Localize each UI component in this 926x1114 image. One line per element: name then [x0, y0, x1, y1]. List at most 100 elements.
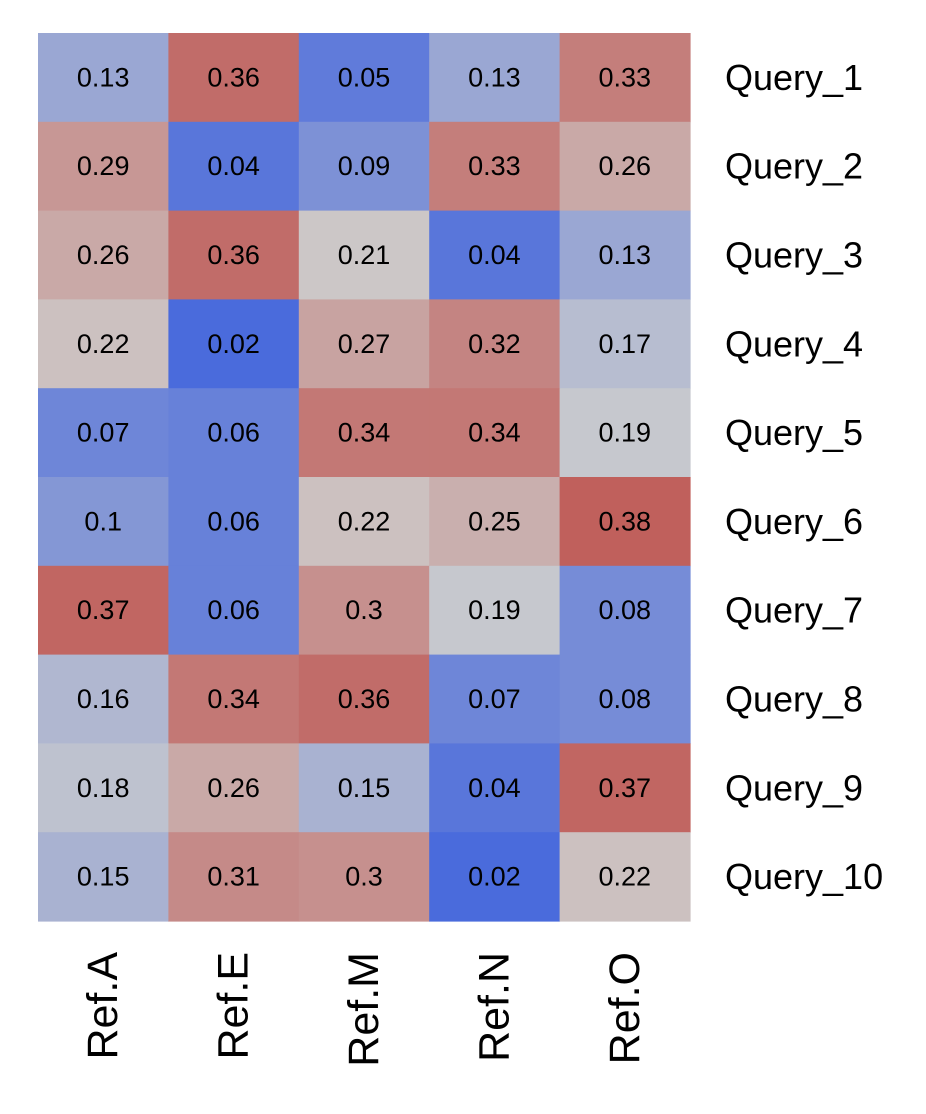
heatmap-cell-label: 0.19 [599, 418, 652, 448]
heatmap-cell-label: 0.13 [599, 240, 652, 270]
column-label: Ref.E [210, 952, 258, 1060]
heatmap-cell-Query_10-Ref.O [559, 832, 691, 922]
heatmap-cell-label: 0.17 [599, 329, 652, 359]
heatmap-cell-label: 0.27 [338, 329, 391, 359]
heatmap-cell-Query_2-Ref.E [168, 121, 300, 212]
heatmap-cell-label: 0.29 [77, 151, 130, 181]
heatmap-cell-Query_3-Ref.A [38, 210, 169, 300]
heatmap-cell-label: 0.31 [207, 862, 260, 892]
row-labels: Query_1 Query_2 Query_3 Query_4 Query_5 Query… [725, 57, 883, 897]
heatmap-cell-Query_1-Ref.N [429, 33, 561, 123]
heatmap-cell-Query_1-Ref.O [559, 33, 691, 123]
heatmap-cell-Query_9-Ref.A [38, 743, 169, 833]
column-label: Ref.M [340, 952, 388, 1067]
heatmap-cell-Query_7-Ref.E [168, 565, 300, 656]
heatmap-cell-Query_3-Ref.O [559, 210, 691, 300]
heatmap-cell-label: 0.06 [207, 418, 260, 448]
heatmap-cell-Query_5-Ref.E [168, 388, 300, 478]
heatmap-cell-label: 0.25 [468, 506, 521, 536]
heatmap-cell-Query_8-Ref.N [429, 654, 561, 744]
heatmap-cell-label: 0.07 [77, 418, 130, 448]
heatmap-cell-label: 0.09 [338, 151, 391, 181]
heatmap-cell-Query_1-Ref.M [298, 33, 430, 123]
heatmap-cell-Query_3-Ref.E [168, 210, 300, 300]
heatmap-cell-Query_6-Ref.N [429, 477, 561, 567]
heatmap-cell-Query_4-Ref.E [168, 299, 300, 389]
heatmap-cell-label: 0.13 [468, 62, 521, 92]
heatmap-cell-Query_4-Ref.M [298, 299, 430, 389]
heatmap-cell-Query_7-Ref.O [559, 565, 691, 656]
heatmap-cell-label: 0.04 [468, 773, 521, 803]
heatmap-cell-label: 0.02 [468, 862, 521, 892]
heatmap-cell-Query_10-Ref.A [38, 832, 169, 922]
column-label: Ref.A [79, 952, 127, 1060]
row-label: Query_1 [725, 57, 863, 98]
heatmap-cell-Query_9-Ref.O [559, 743, 691, 833]
row-label: Query_10 [725, 856, 883, 897]
heatmap-cell-label: 0.04 [207, 151, 260, 181]
heatmap-cell-label: 0.3 [345, 595, 383, 625]
heatmap-cell-label: 0.02 [207, 329, 260, 359]
heatmap-cell-Query_4-Ref.N [429, 299, 561, 389]
heatmap-cell-label: 0.37 [599, 773, 652, 803]
heatmap-cell-Query_5-Ref.A [38, 388, 169, 478]
column-label: Ref.O [601, 952, 649, 1064]
row-label: Query_5 [725, 412, 863, 453]
heatmap-cell-label: 0.34 [207, 684, 260, 714]
heatmap-cell-label: 0.26 [77, 240, 130, 270]
heatmap-cell-label: 0.36 [207, 240, 260, 270]
heatmap-cell-label: 0.15 [338, 773, 391, 803]
heatmap-cell-label: 0.05 [338, 62, 391, 92]
heatmap-cell-label: 0.07 [468, 684, 521, 714]
heatmap-cell-Query_4-Ref.O [559, 299, 691, 389]
heatmap-cell-Query_10-Ref.M [298, 832, 430, 922]
heatmap-cell-Query_5-Ref.O [559, 388, 691, 478]
heatmap-cell-label: 0.26 [599, 151, 652, 181]
heatmap-cell-label: 0.22 [338, 506, 391, 536]
heatmap-cell-label: 0.33 [468, 151, 521, 181]
heatmap-cell-label: 0.21 [338, 240, 391, 270]
heatmap-cell-Query_8-Ref.E [168, 654, 300, 744]
heatmap-cell-label: 0.18 [77, 773, 130, 803]
heatmap-cell-label: 0.19 [468, 595, 521, 625]
row-label: Query_4 [725, 323, 863, 364]
heatmap-cell-Query_3-Ref.M [298, 210, 430, 300]
heatmap-cell-Query_9-Ref.E [168, 743, 300, 833]
heatmap-cell-Query_10-Ref.N [429, 832, 561, 922]
heatmap-cell-Query_8-Ref.M [298, 654, 430, 744]
heatmap-cell-label: 0.15 [77, 862, 130, 892]
heatmap-cell-label: 0.06 [207, 506, 260, 536]
heatmap-cell-Query_2-Ref.O [559, 121, 691, 212]
heatmap-cell-Query_1-Ref.E [168, 33, 300, 123]
heatmap-cell-Query_8-Ref.O [559, 654, 691, 744]
heatmap-cell-Query_6-Ref.O [559, 477, 691, 567]
row-label: Query_7 [725, 590, 863, 631]
heatmap-cell-Query_7-Ref.N [429, 565, 561, 656]
heatmap-cell-label: 0.38 [599, 506, 652, 536]
heatmap-cell-Query_5-Ref.N [429, 388, 561, 478]
heatmap-cells [38, 33, 691, 922]
heatmap-cell-Query_1-Ref.A [38, 33, 169, 123]
heatmap-cell-Query_3-Ref.N [429, 210, 561, 300]
heatmap-cell-Query_2-Ref.A [38, 121, 169, 212]
row-label: Query_3 [725, 235, 863, 276]
heatmap-cell-Query_6-Ref.M [298, 477, 430, 567]
heatmap-cell-Query_6-Ref.A [38, 477, 169, 567]
heatmap-cell-label: 0.06 [207, 595, 260, 625]
heatmap-cell-Query_4-Ref.A [38, 299, 169, 389]
heatmap-cell-Query_8-Ref.A [38, 654, 169, 744]
heatmap-cell-Query_9-Ref.M [298, 743, 430, 833]
heatmap-cell-Query_2-Ref.M [298, 121, 430, 212]
heatmap-cell-Query_10-Ref.E [168, 832, 300, 922]
row-label: Query_6 [725, 501, 863, 542]
heatmap-cell-label: 0.13 [77, 62, 130, 92]
heatmap-cell-label: 0.33 [599, 62, 652, 92]
heatmap-cell-label: 0.26 [207, 773, 260, 803]
heatmap-cell-Query_2-Ref.N [429, 121, 561, 212]
heatmap-cell-label: 0.36 [207, 62, 260, 92]
heatmap-cell-label: 0.08 [599, 595, 652, 625]
heatmap-cell-Query_9-Ref.N [429, 743, 561, 833]
heatmap-cell-labels: 0.13 0.36 0.05 0.13 0.33 0.29 0.04 0.09 0.33 0.26… [77, 62, 651, 891]
heatmap-cell-label: 0.16 [77, 684, 130, 714]
